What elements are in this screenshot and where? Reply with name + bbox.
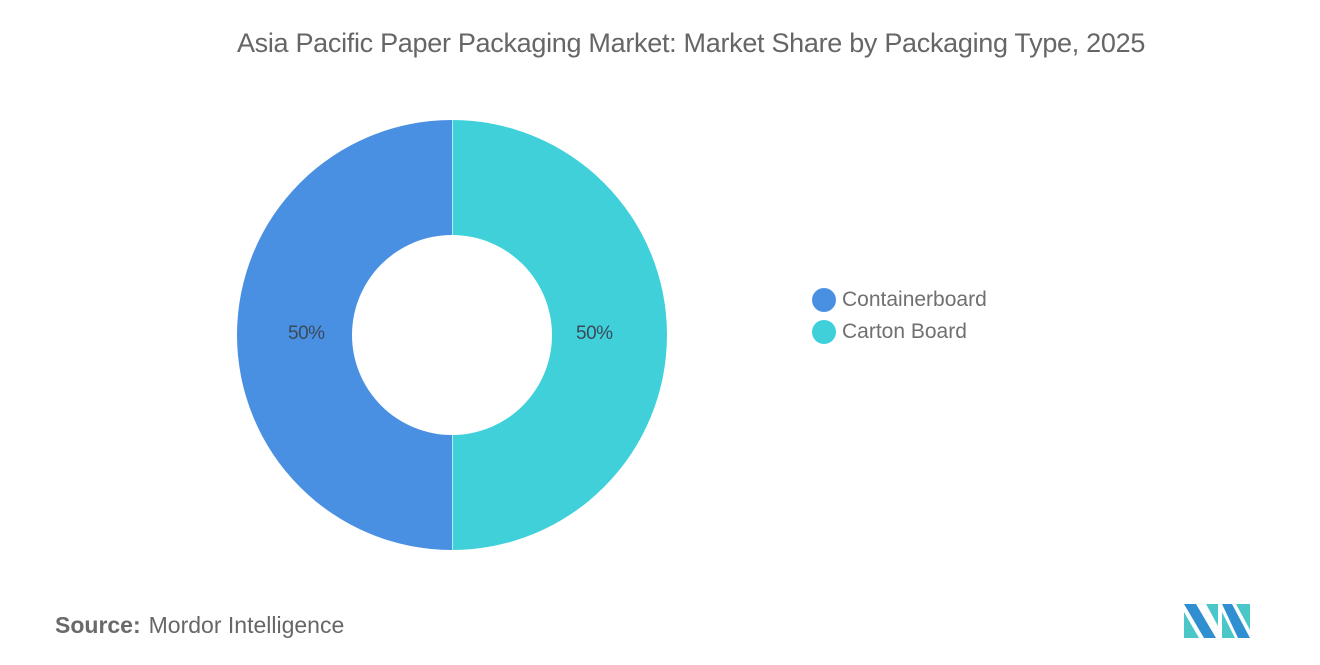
mordor-intelligence-logo-icon	[1184, 604, 1250, 638]
slice-label-carton-board: 50%	[576, 323, 613, 344]
chart-title: Asia Pacific Paper Packaging Market: Mar…	[236, 28, 1146, 58]
legend-item-carton-board[interactable]: Carton Board	[812, 316, 987, 348]
slice-label-containerboard: 50%	[288, 323, 325, 344]
legend-swatch-icon	[812, 320, 836, 344]
slice-carton-board[interactable]	[452, 120, 667, 550]
source-value: Mordor Intelligence	[148, 612, 345, 638]
legend-item-containerboard[interactable]: Containerboard	[812, 284, 987, 316]
legend-label: Containerboard	[842, 288, 987, 311]
source-key: Source:	[55, 612, 141, 638]
legend: Containerboard Carton Board	[812, 284, 987, 348]
source-note: Source: Mordor Intelligence	[55, 612, 344, 639]
legend-swatch-icon	[812, 288, 836, 312]
legend-label: Carton Board	[842, 320, 967, 343]
slice-containerboard[interactable]	[237, 120, 452, 550]
